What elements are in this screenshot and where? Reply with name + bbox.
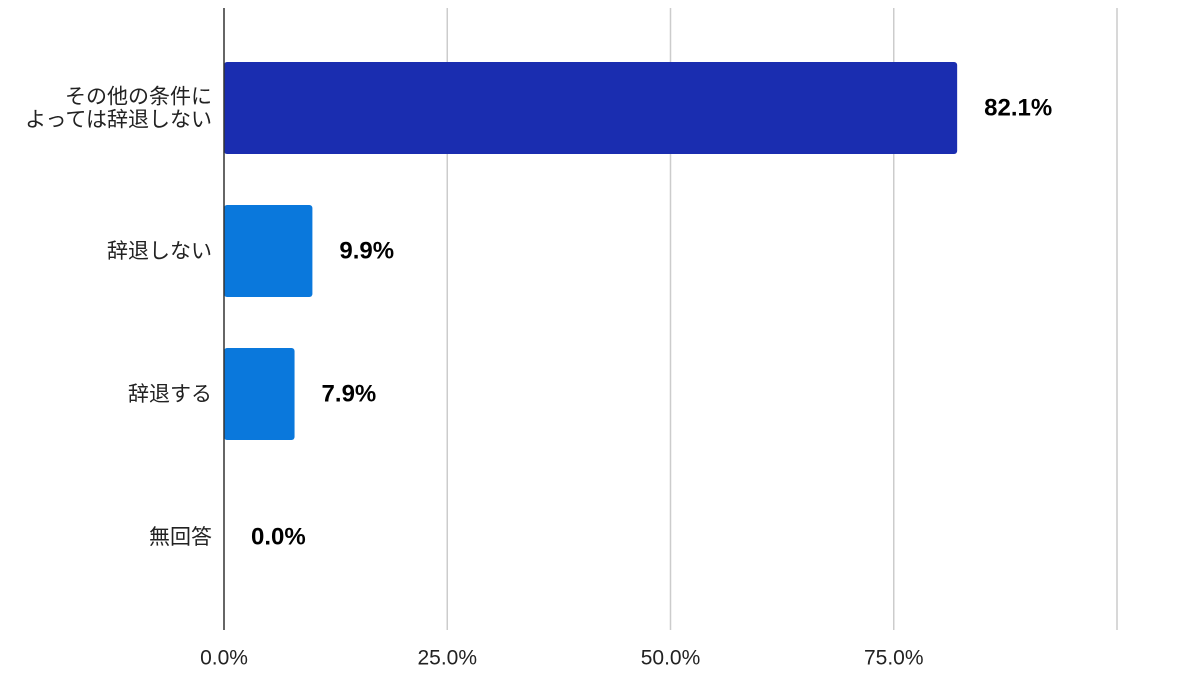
category-label-3: 無回答: [149, 525, 212, 549]
category-label-2: 辞退する: [128, 382, 212, 406]
category-label-line: 無回答: [149, 525, 212, 549]
category-label-0: その他の条件によっては辞退しない: [25, 85, 212, 132]
x-tick-label-1: 25.0%: [417, 647, 477, 670]
category-label-1: 辞退しない: [107, 239, 212, 263]
category-label-line: よっては辞退しない: [25, 108, 212, 132]
category-label-line: 辞退する: [128, 382, 212, 406]
data-label-3: 0.0%: [251, 524, 306, 551]
x-tick-label-0: 0.0%: [200, 647, 248, 670]
bar-2: [224, 348, 295, 440]
data-label-2: 7.9%: [322, 381, 377, 408]
bar-1: [224, 205, 313, 297]
x-tick-label-3: 75.0%: [864, 647, 924, 670]
bar-0: [224, 62, 958, 154]
category-label-line: その他の条件に: [65, 85, 212, 109]
x-tick-label-2: 50.0%: [641, 647, 701, 670]
category-label-line: 辞退しない: [107, 239, 212, 263]
data-label-0: 82.1%: [984, 95, 1052, 122]
data-label-1: 9.9%: [339, 238, 394, 265]
